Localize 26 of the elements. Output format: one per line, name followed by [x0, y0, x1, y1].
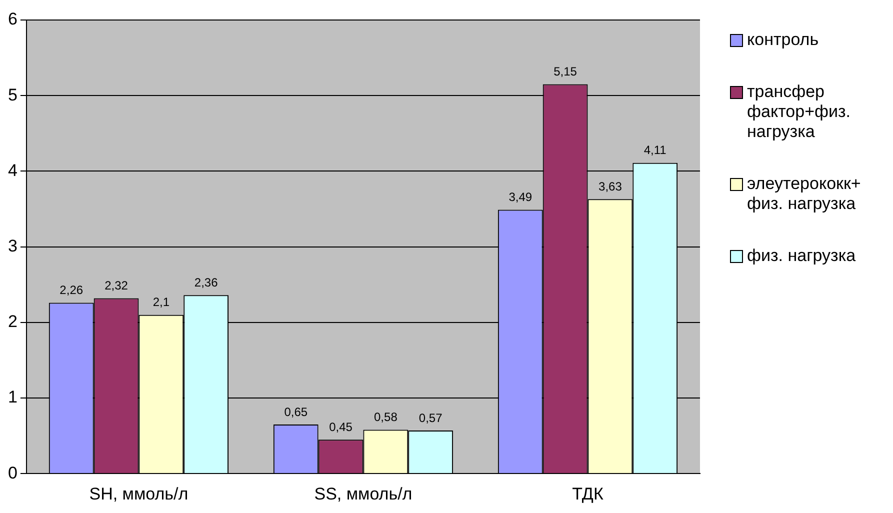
y-tick-label: 2 [8, 312, 18, 332]
data-label: 0,65 [284, 404, 308, 419]
y-tick-label: 3 [8, 236, 18, 256]
data-label: 0,45 [329, 420, 353, 434]
data-label: 2,36 [194, 275, 218, 290]
legend-label: физ. нагрузка [747, 246, 856, 266]
y-tick-label: 1 [8, 388, 18, 407]
y-tick-label: 0 [8, 463, 18, 482]
y-tick-label: 6 [8, 10, 18, 29]
data-label: 2,32 [104, 278, 128, 293]
data-label: 0,58 [374, 410, 398, 424]
data-label: 3,49 [508, 190, 532, 204]
data-label: 0,57 [418, 410, 443, 425]
data-label: 3,63 [598, 179, 622, 194]
legend-label: трансфер фактор+физ. нагрузка [747, 82, 852, 142]
x-tick-label: SS, ммоль/л [314, 484, 412, 504]
data-label: 2,26 [60, 283, 84, 298]
legend-label: элеутерококк+ физ. нагрузка [747, 174, 862, 214]
x-tick-label: SH, ммоль/л [89, 484, 188, 504]
legend-label: контроль [747, 30, 819, 50]
data-label: 4,11 [644, 143, 667, 158]
y-tick-label: 4 [8, 160, 18, 180]
data-label: 5,15 [554, 64, 578, 79]
x-tick-label: ТДК [572, 484, 604, 504]
data-label: 2,1 [152, 295, 170, 310]
y-tick-label: 5 [8, 85, 18, 104]
